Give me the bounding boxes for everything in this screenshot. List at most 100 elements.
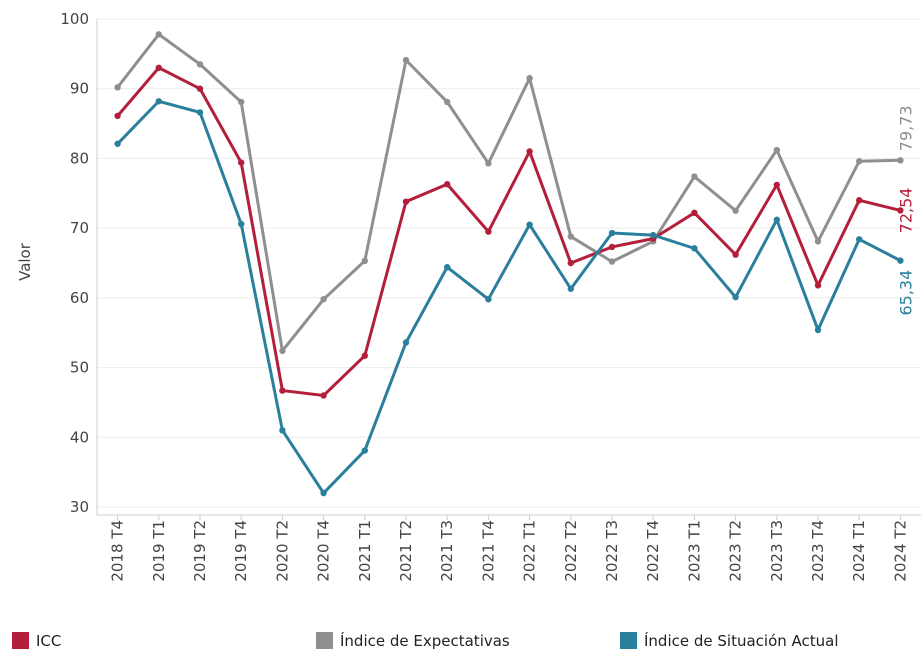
point [732, 293, 739, 301]
x-tick-label: 2024 T1 [850, 520, 868, 582]
legend-label[interactable]: Índice de Expectativas [340, 631, 510, 650]
point [361, 352, 368, 359]
point [485, 228, 492, 235]
point [608, 258, 616, 265]
point [196, 109, 204, 116]
x-tick-label: 2019 T2 [191, 520, 209, 582]
legend-swatch[interactable] [12, 632, 29, 649]
x-tick-label: 2023 T1 [685, 520, 703, 582]
point [196, 85, 204, 92]
y-tick-label: 30 [70, 498, 89, 516]
point [526, 148, 533, 155]
x-tick-label: 2022 T4 [644, 520, 662, 582]
point [773, 181, 780, 189]
point [691, 173, 698, 180]
point [114, 140, 121, 147]
point [444, 98, 451, 106]
x-tick-label: 2021 T4 [479, 520, 497, 582]
point [444, 263, 451, 271]
point [897, 257, 904, 264]
point [650, 231, 657, 239]
point [114, 84, 121, 91]
point [773, 146, 780, 154]
point [196, 61, 204, 68]
x-tick-label: 2024 T2 [891, 520, 909, 582]
series-line [116, 65, 901, 398]
point [361, 257, 368, 265]
point [155, 98, 162, 105]
point [279, 347, 286, 355]
point [773, 216, 780, 223]
point [567, 259, 574, 267]
point [897, 157, 904, 164]
point [402, 56, 410, 64]
legend-label[interactable]: ICC [36, 632, 61, 650]
x-tick-label: 2021 T2 [397, 520, 415, 582]
value-label: 79,73 [896, 105, 915, 151]
point [897, 207, 904, 214]
point [691, 245, 698, 252]
point [320, 392, 327, 399]
x-tick-label: 2022 T3 [603, 520, 621, 582]
point [856, 236, 863, 243]
point [814, 282, 822, 289]
point [402, 198, 410, 205]
series-line [116, 99, 902, 496]
point [320, 296, 327, 303]
point [320, 489, 327, 497]
y-tick-label: 90 [70, 80, 89, 98]
legend-label[interactable]: Índice de Situación Actual [644, 631, 839, 650]
point [402, 339, 410, 346]
x-tick-label: 2022 T1 [521, 520, 539, 582]
legend-swatch[interactable] [620, 632, 637, 649]
value-label: 65,34 [896, 270, 915, 316]
y-tick-label: 50 [70, 359, 89, 377]
x-tick-label: 2019 T4 [232, 520, 250, 582]
point [238, 159, 245, 166]
x-tick-label: 2020 T2 [273, 520, 291, 582]
x-tick-label: 2021 T3 [438, 520, 456, 582]
point [279, 387, 286, 394]
point [814, 238, 822, 245]
y-tick-label: 70 [70, 219, 89, 237]
point [526, 75, 533, 82]
x-tick-label: 2018 T4 [109, 520, 127, 582]
x-tick-label: 2022 T2 [562, 520, 580, 582]
y-tick-label: 100 [60, 10, 89, 28]
x-tick-label: 2019 T1 [150, 520, 168, 582]
point [526, 221, 533, 228]
point [114, 112, 121, 120]
point [608, 243, 616, 251]
value-label: 72,54 [896, 188, 915, 234]
y-tick-label: 60 [70, 289, 89, 307]
y-axis-label: Valor [16, 242, 34, 281]
y-tick-label: 40 [70, 428, 89, 446]
point [238, 220, 245, 228]
legend-swatch[interactable] [316, 632, 333, 649]
point [155, 64, 162, 72]
x-tick-label: 2023 T3 [768, 520, 786, 582]
point [485, 160, 492, 167]
point [856, 158, 863, 165]
x-tick-label: 2020 T4 [315, 520, 333, 582]
point [691, 209, 698, 217]
point [155, 31, 162, 38]
point [485, 296, 492, 303]
point [238, 98, 245, 106]
point [814, 326, 822, 334]
point [856, 197, 863, 204]
point [732, 251, 739, 258]
point [608, 229, 616, 237]
x-tick-label: 2023 T4 [809, 520, 827, 582]
x-tick-label: 2023 T2 [727, 520, 745, 582]
y-tick-label: 80 [70, 149, 89, 167]
point [732, 207, 739, 214]
point [444, 181, 451, 188]
point [567, 233, 574, 240]
point [279, 427, 286, 434]
x-tick-label: 2021 T1 [356, 520, 374, 582]
series-line [116, 32, 901, 355]
point [567, 285, 574, 292]
point [361, 447, 368, 454]
